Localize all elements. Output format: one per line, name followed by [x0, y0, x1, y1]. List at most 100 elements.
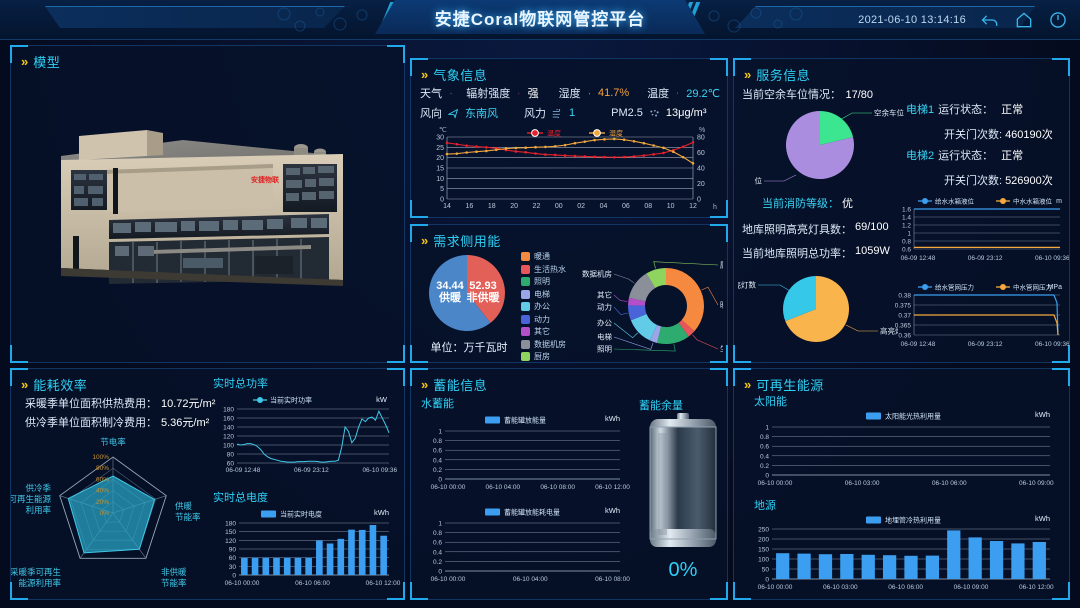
svg-text:0.6: 0.6: [760, 444, 769, 451]
lamp-pie-chart[interactable]: 低亮灯数高亮灯数: [738, 259, 898, 359]
svg-text:0: 0: [765, 577, 769, 584]
cool-cost-label: 供冷季单位面积制冷费用：: [25, 417, 157, 429]
svg-text:40: 40: [697, 166, 705, 173]
svg-text:34.44: 34.44: [436, 280, 464, 292]
svg-text:生活热水: 生活热水: [720, 344, 723, 354]
svg-text:20: 20: [436, 155, 444, 162]
radiation-icon: [518, 92, 520, 94]
weather-value-humidity: 41.7%: [597, 87, 630, 99]
svg-text:80%: 80%: [96, 465, 109, 472]
realtime-energy-title: 实时总电度: [213, 492, 268, 504]
svg-text:0.4: 0.4: [433, 457, 442, 464]
svg-text:06-10 04:00: 06-10 04:00: [485, 484, 520, 491]
svg-text:0: 0: [438, 477, 442, 484]
storage-release-chart[interactable]: 0 0.2 0.4 0.6 0.8 1 06-10 00:00 06-10 04:00 06-1…: [415, 409, 630, 499]
header-bar-right: [735, 6, 1035, 28]
demand-legend-item[interactable]: 照明: [521, 276, 566, 287]
panel-title-text: 服务信息: [756, 68, 811, 83]
weather-y2-unit: %: [699, 127, 705, 134]
svg-text:06-10 04:00: 06-10 04:00: [513, 576, 548, 583]
svg-text:52.93: 52.93: [469, 280, 497, 292]
solar-thermal-chart[interactable]: 0 0.2 0.4 0.6 0.8 1 06-10 00:00 06-10 03:00 06-1…: [738, 405, 1066, 497]
panel-title-text: 模型: [33, 55, 61, 70]
demand-legend-item[interactable]: 动力: [521, 314, 566, 325]
svg-text:30: 30: [229, 564, 237, 571]
demand-legend-item[interactable]: 生活热水: [521, 264, 566, 275]
home-icon[interactable]: [1014, 10, 1034, 30]
svg-text:15: 15: [436, 166, 444, 173]
svg-text:06-10 12:00: 06-10 12:00: [366, 580, 401, 587]
panel-model: » 模型: [10, 45, 405, 363]
svg-text:06-10 06:00: 06-10 06:00: [932, 480, 967, 487]
elevator-1-status-label: 运行状态：: [938, 104, 994, 116]
chevron-right-icon: »: [21, 377, 29, 392]
svg-text:06-09 12:48: 06-09 12:48: [901, 341, 936, 348]
chevron-right-icon: »: [744, 377, 752, 392]
demand-legend-item[interactable]: 电梯: [521, 289, 566, 300]
storage-consume-chart[interactable]: 0 0.2 0.4 0.6 0.8 1 06-10 00:00 06-10 04:00 06-1…: [415, 501, 630, 596]
svg-text:0.6: 0.6: [433, 448, 442, 455]
heat-cost-value: 10.72元/m²: [161, 398, 216, 410]
weather-label-winddir: 风向: [420, 108, 442, 120]
panel-service: » 服务信息 当前空余车位情况： 17/80 空余车位已用车位 电梯1 运行状态…: [733, 58, 1070, 363]
svg-text:06-09 12:48: 06-09 12:48: [901, 255, 936, 262]
water-level-chart[interactable]: 0.60.811.21.41.6 06-09 12:48 06-09 23:12 06…: [884, 191, 1069, 269]
weather-label-radiation: 辐射强度: [466, 88, 511, 100]
demand-legend-item[interactable]: 暖通: [521, 251, 566, 262]
pipe-pressure-chart[interactable]: 0.36 0.365 0.37 0.375 0.38 06-09 12:48 06-09 2…: [884, 277, 1069, 357]
solar-title: 太阳能: [754, 396, 787, 408]
panel-title-text: 能耗效率: [33, 378, 88, 393]
panel-renewable: » 可再生能源 太阳能 0 0.2 0.4 0.6 0.8 1 06-10 00:00 06-…: [733, 368, 1070, 600]
building-3d-model[interactable]: 安捷物联: [11, 68, 404, 348]
svg-text:10: 10: [667, 203, 675, 210]
realtime-power-chart[interactable]: 60 80 100 120 140 160 180 06-09 12:48 06-09 23:1…: [209, 389, 401, 483]
svg-text:22: 22: [533, 203, 541, 210]
humidity-icon: [588, 92, 590, 94]
ground-source-chart[interactable]: 0 50 100 150 200 250 06-10 00:00 06-10 03:00 06-…: [738, 509, 1066, 599]
svg-text:06-10 00:00: 06-10 00:00: [758, 480, 793, 487]
demand-legend-item[interactable]: 厨房: [521, 351, 566, 362]
svg-text:06-10 00:00: 06-10 00:00: [431, 484, 466, 491]
svg-text:06-10 09:36: 06-10 09:36: [362, 467, 397, 474]
chevron-right-icon: »: [421, 377, 429, 392]
back-icon[interactable]: [980, 10, 1000, 30]
svg-text:100: 100: [223, 443, 234, 450]
panel-weather: » 气象信息 天气 辐射强度 强 湿度 41.7% 温度 29.2℃ 风向 东南: [410, 58, 728, 218]
elevator-2-count: 526900次: [1005, 175, 1053, 187]
lamp-power-value: 1059W: [855, 245, 890, 257]
svg-text:180: 180: [225, 521, 236, 528]
chevron-right-icon: »: [421, 233, 429, 248]
svg-text:温度: 温度: [547, 129, 561, 138]
svg-text:节能率: 节能率: [161, 578, 187, 588]
svg-text:0.2: 0.2: [433, 559, 442, 566]
svg-text:60: 60: [229, 555, 237, 562]
svg-text:1: 1: [765, 425, 769, 432]
svg-text:06-10 03:00: 06-10 03:00: [845, 480, 880, 487]
svg-text:16: 16: [465, 203, 473, 210]
heat-cost-label: 采暖季单位面积供热费用：: [25, 398, 157, 410]
weather-row-1: 天气 辐射强度 强 湿度 41.7% 温度 29.2℃: [420, 85, 720, 101]
power-icon[interactable]: [1048, 10, 1068, 30]
lamp-count: 地库照明高亮灯具数： 69/100: [742, 221, 889, 237]
svg-text:中水水箱液位: 中水水箱液位: [1013, 197, 1053, 206]
svg-text:120: 120: [223, 434, 234, 441]
svg-text:kWh: kWh: [605, 506, 620, 515]
fire-level-value: 优: [842, 198, 853, 210]
elevator-1-name: 电梯1: [906, 104, 935, 116]
svg-text:06-10 08:00: 06-10 08:00: [595, 576, 630, 583]
parking-status: 当前空余车位情况： 17/80: [742, 85, 873, 103]
svg-text:12: 12: [689, 203, 697, 210]
demand-legend-item[interactable]: 数据机房: [521, 339, 566, 350]
demand-legend-item[interactable]: 其它: [521, 326, 566, 337]
realtime-power-title: 实时总功率: [213, 378, 268, 390]
svg-text:06-10 06:00: 06-10 06:00: [888, 584, 923, 591]
efficiency-radar-chart[interactable]: 0%20%40%60%80%100%节电率供暖节能率非供暖节能率采暖季可再生能源…: [11, 431, 211, 599]
legend-label: 电梯: [534, 289, 550, 299]
parking-pie-chart[interactable]: 空余车位已用车位: [754, 99, 904, 189]
demand-legend-item[interactable]: 办公: [521, 301, 566, 312]
svg-text:50: 50: [762, 567, 770, 574]
